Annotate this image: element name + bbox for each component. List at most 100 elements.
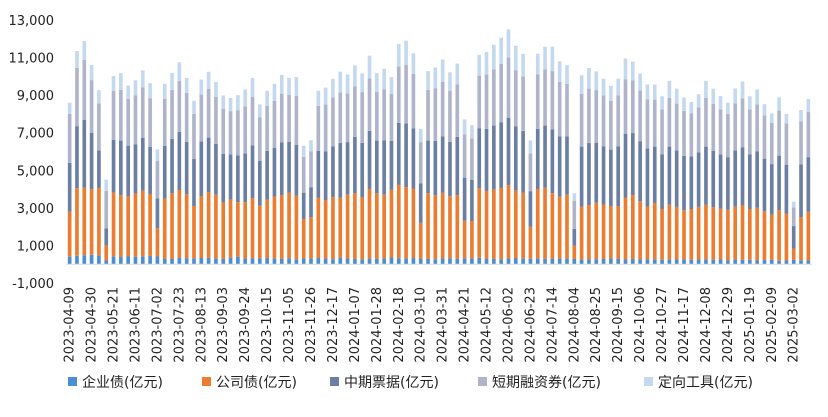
bar-segment-ppn: [148, 83, 152, 99]
bar-stack: [301, 145, 306, 265]
bar-segment-ppn: [404, 40, 408, 66]
bar-segment-company: [323, 200, 328, 259]
bar-segment-company: [609, 205, 613, 259]
bar-segment-company: [601, 204, 606, 259]
bar-stack: [630, 61, 635, 265]
bar-segment-company: [353, 193, 357, 259]
bar-segment-enterprise: [799, 260, 803, 265]
bar-segment-enterprise: [294, 259, 299, 265]
legend-item-mtn: 中期票据(亿元): [330, 375, 439, 391]
bar-segment-enterprise: [228, 257, 233, 265]
bar-segment-company: [192, 205, 196, 259]
bar-segment-ppn: [170, 72, 174, 90]
bar-segment-enterprise: [104, 260, 109, 265]
bar-segment-enterprise: [499, 259, 503, 265]
bar-segment-ppn: [426, 71, 430, 90]
bar-segment-cp: [667, 97, 672, 147]
bar-segment-mtn: [726, 157, 730, 210]
bar-segment-mtn: [587, 143, 591, 206]
bar-segment-ppn: [594, 71, 599, 91]
bar-segment-enterprise: [206, 257, 211, 265]
x-tick-label: 2025-02-09: [765, 287, 780, 363]
bar-stack: [309, 140, 313, 265]
bar-segment-mtn: [528, 191, 533, 227]
bar-segment-enterprise: [257, 258, 262, 265]
bar-segment-ppn: [140, 70, 145, 88]
bar-segment-company: [345, 194, 350, 259]
bar-segment-company: [652, 202, 657, 260]
bar-stack: [389, 77, 394, 265]
bar-segment-company: [616, 206, 621, 259]
bar-segment-enterprise: [404, 258, 408, 265]
bar-stack: [601, 78, 606, 265]
bar-segment-company: [301, 218, 306, 259]
bar-segment-mtn: [433, 140, 438, 196]
bar-stack: [111, 75, 116, 265]
bar-segment-ppn: [696, 94, 701, 108]
bar-segment-enterprise: [375, 258, 379, 265]
bar-segment-company: [89, 189, 94, 255]
bar-segment-enterprise: [199, 258, 204, 265]
bar-segment-company: [448, 196, 452, 259]
bar-segment-company: [543, 187, 547, 259]
bar-segment-company: [696, 206, 701, 260]
bar-stack: [543, 46, 547, 265]
bar-segment-cp: [250, 96, 255, 146]
bar-segment-enterprise: [75, 255, 79, 265]
bar-segment-mtn: [265, 150, 269, 200]
bar-segment-company: [572, 245, 577, 259]
bar-segment-mtn: [550, 129, 555, 194]
bar-segment-ppn: [645, 84, 650, 100]
bar-stack: [806, 98, 811, 265]
bar-segment-mtn: [616, 146, 621, 207]
bar-stack: [660, 96, 664, 265]
bar-segment-enterprise: [528, 258, 533, 265]
bar-segment-ppn: [499, 37, 503, 64]
bar-segment-company: [579, 206, 584, 260]
bar-segment-company: [287, 192, 291, 259]
bar-stack: [316, 90, 321, 265]
bar-segment-ppn: [119, 72, 123, 90]
bar-segment-company: [221, 202, 226, 259]
bar-segment-enterprise: [338, 257, 343, 265]
bar-segment-ppn: [309, 140, 313, 152]
bar-segment-mtn: [565, 136, 569, 195]
x-tick-label: 2024-07-14: [545, 287, 560, 363]
bar-stack: [492, 44, 496, 265]
y-tick-label: 5,000: [17, 164, 54, 179]
bar-segment-ppn: [484, 51, 489, 75]
bar-stack: [214, 81, 218, 265]
bar-segment-ppn: [433, 67, 438, 89]
bar-segment-company: [404, 187, 408, 259]
bar-stack: [331, 78, 335, 265]
bar-layer: [67, 29, 811, 265]
legend-swatch: [68, 377, 77, 386]
bar-segment-company: [682, 210, 686, 260]
bar-stack: [550, 46, 555, 265]
bar-segment-enterprise: [477, 257, 482, 265]
bar-segment-enterprise: [667, 259, 672, 265]
bar-segment-cp: [623, 79, 628, 134]
bar-segment-enterprise: [367, 258, 372, 265]
bar-segment-cp: [499, 63, 503, 123]
bar-segment-enterprise: [733, 259, 738, 265]
bar-segment-mtn: [477, 128, 482, 189]
bar-stack: [616, 78, 621, 265]
legend-label: 企业债(亿元): [82, 374, 163, 391]
bar-segment-mtn: [375, 140, 379, 194]
bar-segment-company: [243, 202, 248, 259]
bar-stack: [243, 89, 248, 265]
x-tick-label: 2023-07-02: [150, 287, 165, 363]
bar-segment-mtn: [316, 150, 321, 198]
bar-segment-cp: [565, 83, 569, 137]
bar-segment-cp: [740, 98, 745, 148]
bar-segment-ppn: [323, 87, 328, 105]
bar-segment-ppn: [689, 101, 694, 114]
bar-stack: [272, 83, 277, 265]
bar-segment-company: [250, 198, 255, 259]
bar-segment-enterprise: [316, 258, 321, 265]
bar-segment-mtn: [455, 136, 460, 196]
bar-segment-company: [623, 197, 628, 260]
bar-stack: [126, 85, 130, 265]
bar-segment-enterprise: [418, 258, 423, 265]
